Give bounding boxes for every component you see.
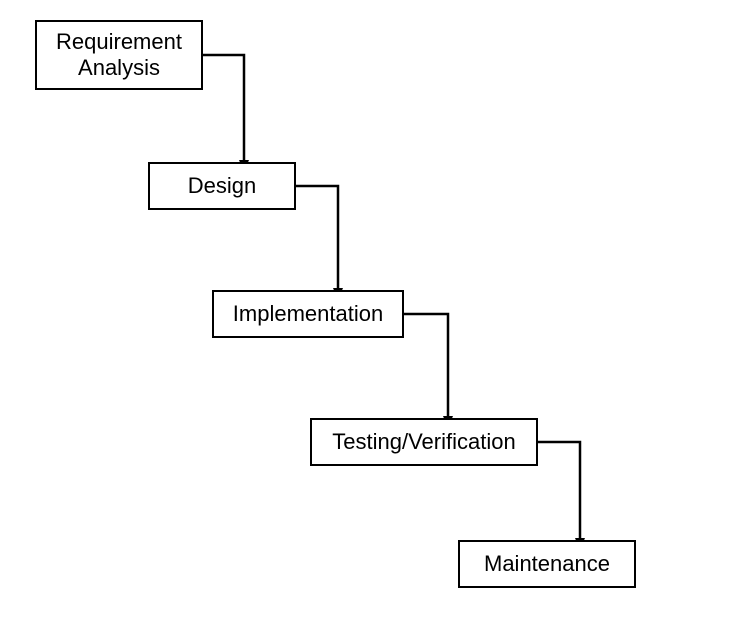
node-label: Design: [188, 173, 256, 199]
node-label: Implementation: [233, 301, 383, 327]
node-n3: Implementation: [212, 290, 404, 338]
waterfall-flowchart: RequirementAnalysis Design Implementation T…: [0, 0, 753, 621]
node-label: Testing/Verification: [332, 429, 515, 455]
node-n4: Testing/Verification: [310, 418, 538, 466]
edge-n2-n3: [296, 186, 338, 290]
node-label: Maintenance: [484, 551, 610, 577]
node-n1: RequirementAnalysis: [35, 20, 203, 90]
node-label: RequirementAnalysis: [56, 29, 182, 82]
edge-n3-n4: [404, 314, 448, 418]
edge-n4-n5: [538, 442, 580, 540]
node-n2: Design: [148, 162, 296, 210]
node-n5: Maintenance: [458, 540, 636, 588]
edge-n1-n2: [203, 55, 244, 162]
